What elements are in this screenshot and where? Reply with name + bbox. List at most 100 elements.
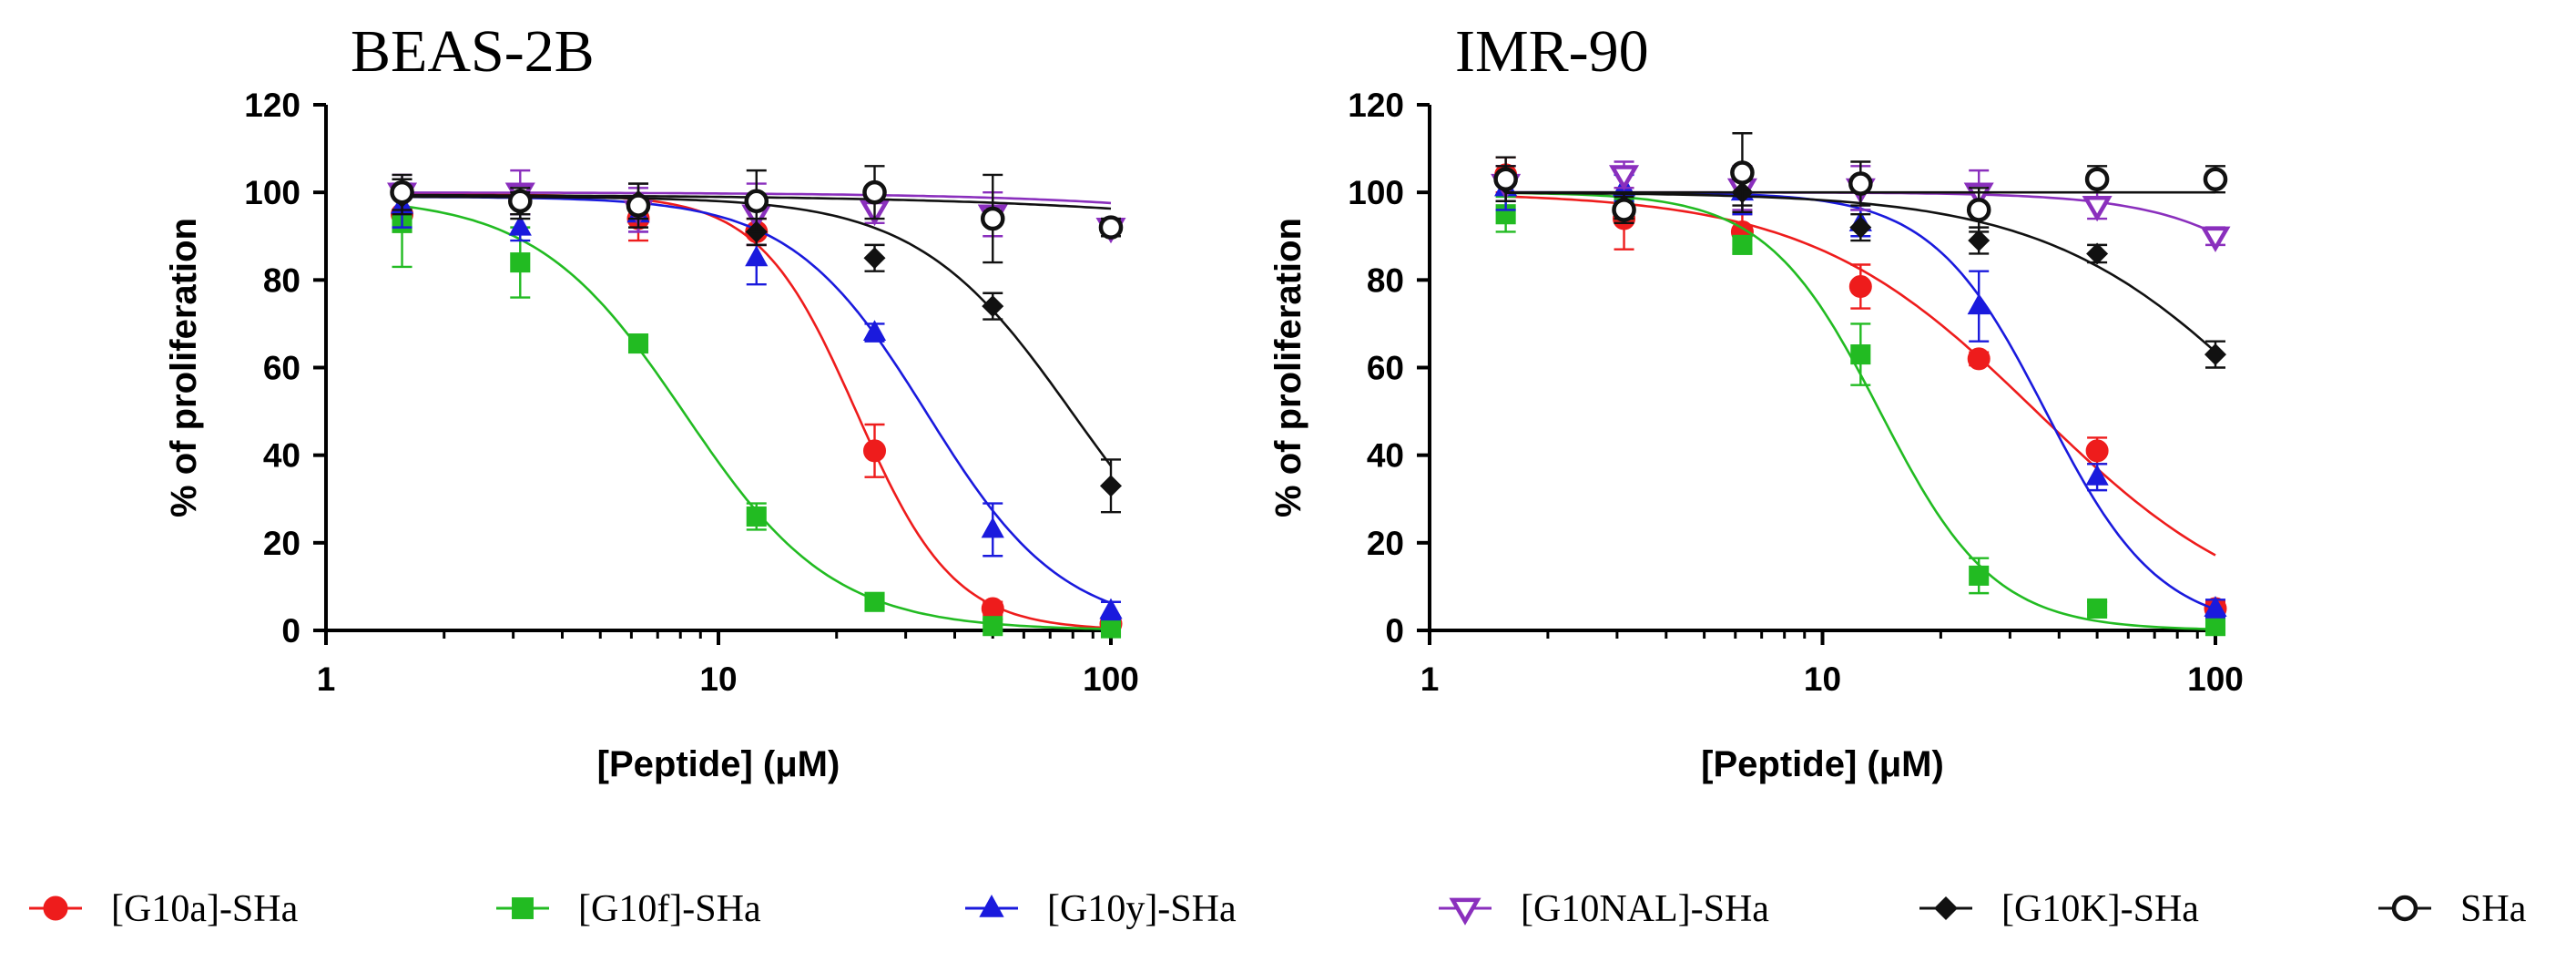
legend-label: [G10a]-SHa <box>111 888 299 930</box>
data-point <box>2204 616 2226 637</box>
x-tick-label: 10 <box>1804 660 1841 698</box>
data-point <box>1848 171 1873 196</box>
data-point <box>627 333 649 354</box>
series-sha <box>390 165 1124 264</box>
data-point <box>864 591 885 612</box>
data-point <box>508 214 532 236</box>
data-point <box>1493 167 1518 192</box>
data-point <box>980 206 1005 231</box>
data-point <box>1848 275 1872 299</box>
x-tick-label: 10 <box>699 660 737 698</box>
data-point <box>745 245 769 267</box>
chart-title: IMR-90 <box>1455 18 1649 85</box>
data-point <box>510 252 531 273</box>
data-point <box>2204 596 2227 617</box>
data-point <box>1612 198 1636 222</box>
y-tick-label: 80 <box>1367 261 1404 299</box>
legend-marker <box>2391 895 2418 922</box>
legend-marker <box>1934 896 1958 920</box>
data-point <box>2084 167 2110 192</box>
data-point <box>862 320 887 342</box>
legend-marker <box>43 895 68 921</box>
legend-item-sha: SHa <box>2378 888 2527 930</box>
data-point <box>2087 598 2108 619</box>
legend: [G10a]-SHa [G10f]-SHa [G10y]-SHa [G10NAL]-S… <box>29 888 2527 930</box>
legend-label: [G10K]-SHa <box>2001 888 2199 930</box>
chart-title: BEAS-2B <box>351 18 595 85</box>
data-point <box>1732 234 1753 255</box>
series-g10f-sha <box>1495 190 2226 637</box>
y-tick-label: 20 <box>1367 525 1404 562</box>
data-point <box>982 295 1004 318</box>
data-point <box>862 179 887 205</box>
legend-label: [G10f]-SHa <box>578 888 761 930</box>
x-axis-label: [Peptide] (μM) <box>597 744 840 784</box>
data-point <box>2082 195 2113 222</box>
data-point <box>1849 216 1872 239</box>
legend-marker <box>1449 897 1481 926</box>
data-point <box>1967 293 1991 315</box>
fit-curve-g10y-sha <box>1505 190 2216 611</box>
data-point <box>2085 464 2109 486</box>
series-sha <box>1493 132 2228 233</box>
y-axis-label: % of proliferation <box>164 218 204 517</box>
data-point <box>1966 198 1991 222</box>
data-point <box>2086 242 2109 265</box>
y-tick-label: 60 <box>263 350 300 387</box>
data-point <box>1099 598 1123 619</box>
data-point <box>1968 230 1991 252</box>
x-tick-label: 1 <box>317 660 336 698</box>
data-point <box>1850 344 1871 365</box>
data-point <box>1098 215 1124 240</box>
data-point <box>2200 226 2231 252</box>
data-point <box>863 439 887 463</box>
legend-item-g10k-sha: [G10K]-SHa <box>1919 888 2199 930</box>
y-tick-label: 120 <box>244 87 300 124</box>
legend-item-g10a-sha: [G10a]-SHa <box>29 888 299 930</box>
data-point <box>1730 160 1755 185</box>
data-point <box>1609 165 1640 191</box>
data-point <box>983 616 1003 637</box>
y-tick-label: 40 <box>1367 437 1404 475</box>
y-axis-label: % of proliferation <box>1268 218 1308 517</box>
y-tick-label: 100 <box>1348 174 1404 211</box>
y-tick-label: 80 <box>263 261 300 299</box>
data-point <box>1969 565 1990 586</box>
legend-label: [G10NAL]-SHa <box>1521 888 1769 930</box>
legend-item-g10nal-sha: [G10NAL]-SHa <box>1439 888 1769 930</box>
legend-label: [G10y]-SHa <box>1047 888 1237 930</box>
data-point <box>626 193 651 218</box>
data-point <box>1100 475 1122 497</box>
y-tick-label: 60 <box>1367 350 1404 387</box>
y-tick-label: 0 <box>1385 612 1404 650</box>
legend-item-g10y-sha: [G10y]-SHa <box>965 888 1237 930</box>
data-point <box>507 189 533 214</box>
x-axis-label: [Peptide] (μM) <box>1701 744 1944 784</box>
data-point <box>863 247 886 270</box>
data-point <box>2204 343 2226 366</box>
legend-marker <box>512 897 534 919</box>
x-tick-label: 1 <box>1420 660 1440 698</box>
y-tick-label: 0 <box>281 612 300 650</box>
x-tick-label: 100 <box>2187 660 2244 698</box>
series-g10y-sha <box>390 182 1123 621</box>
legend-marker <box>979 895 1004 917</box>
data-point <box>2085 439 2109 463</box>
data-point <box>2203 167 2228 192</box>
data-point <box>1967 347 1991 371</box>
x-tick-label: 100 <box>1083 660 1139 698</box>
data-point <box>390 179 414 205</box>
y-tick-label: 120 <box>1348 87 1404 124</box>
y-tick-label: 20 <box>263 525 300 562</box>
data-point <box>1100 618 1122 639</box>
y-tick-label: 40 <box>263 437 300 475</box>
data-point <box>744 189 769 214</box>
y-tick-label: 100 <box>244 174 300 211</box>
legend-item-g10f-sha: [G10f]-SHa <box>496 888 761 930</box>
data-point <box>746 506 767 527</box>
